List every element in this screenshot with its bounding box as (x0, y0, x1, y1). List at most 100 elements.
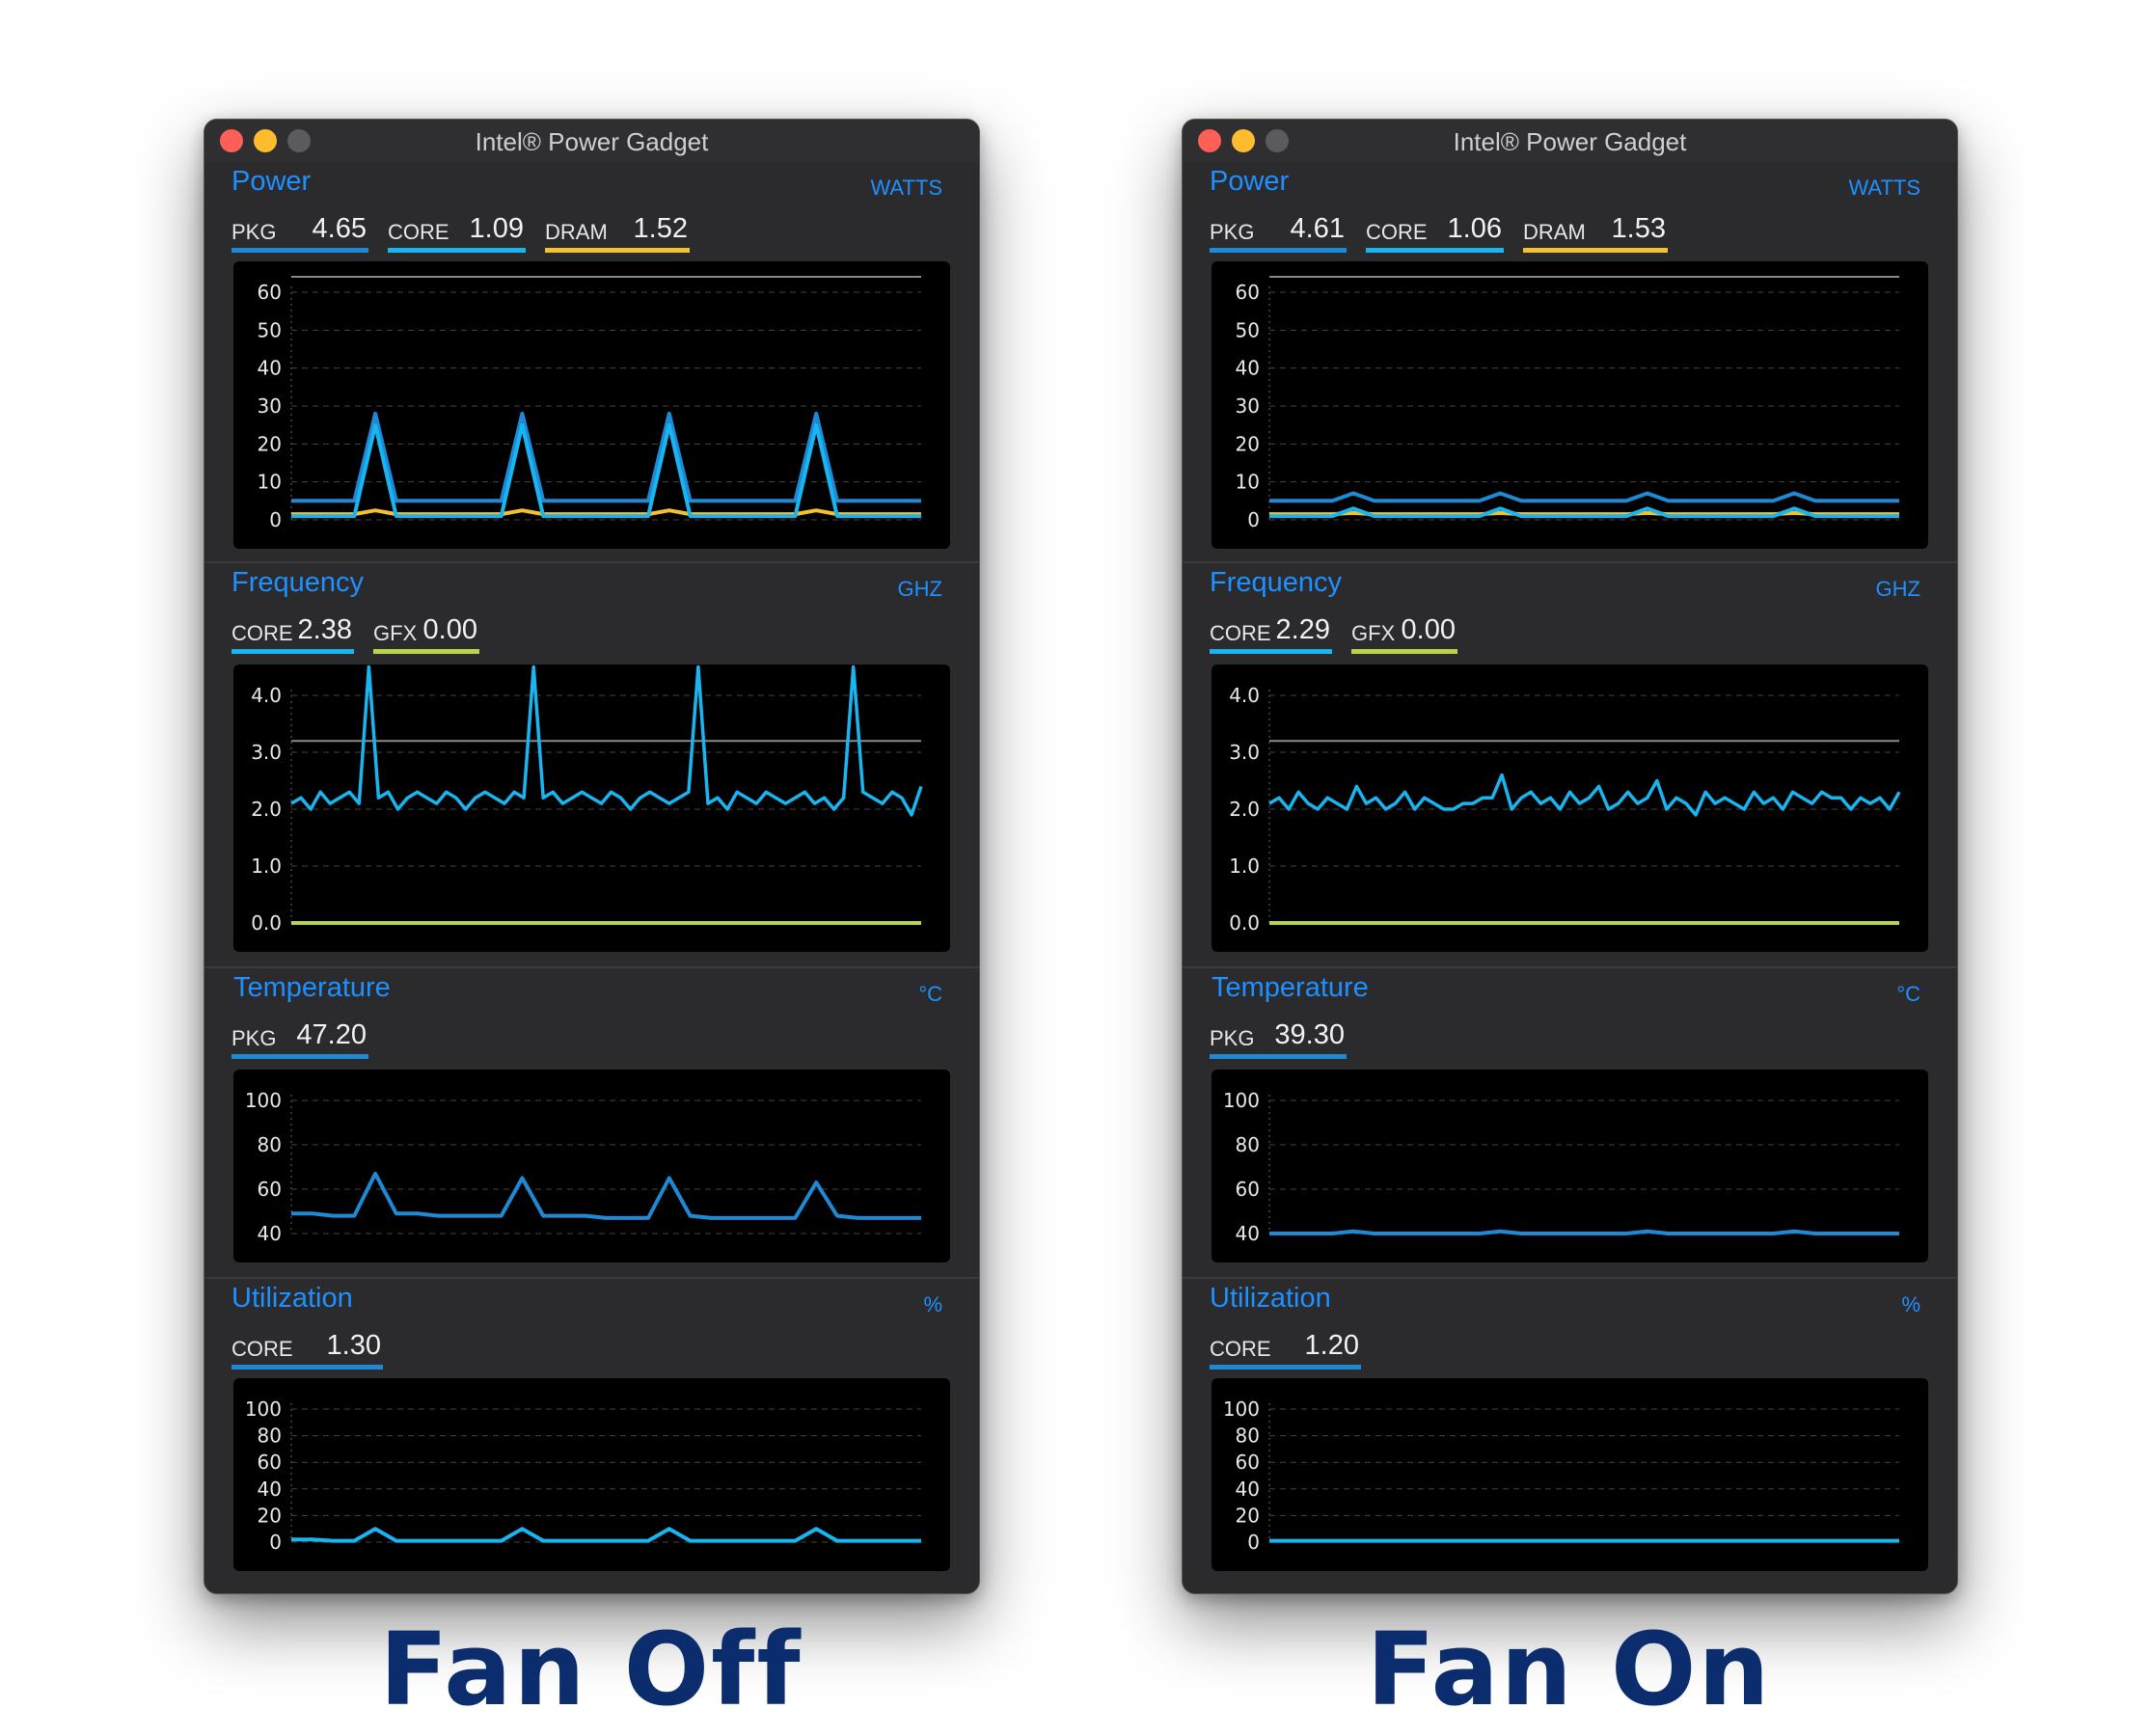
y-tick-label: 0 (269, 1531, 282, 1554)
chart-canvas: 100 80 60 40 (245, 1089, 921, 1245)
pkg-temperature-metric: PKG 39.30 (1210, 1017, 1347, 1059)
titlebar: Intel® Power Gadget (204, 120, 979, 162)
y-tick-label: 0.0 (251, 911, 282, 935)
y-tick-label: 3.0 (1229, 741, 1260, 764)
power-unit: WATTS (870, 176, 942, 200)
pkg-power-label: PKG (1210, 220, 1255, 244)
core-power-value: 1.09 (469, 213, 524, 244)
frequency-section: Frequency GHZ CORE 2.38 GFX 0.00 4.0 3.0 2… (204, 561, 979, 966)
y-tick-label: 60 (1236, 1178, 1260, 1201)
y-tick-label: 100 (245, 1397, 282, 1421)
pkg-temperature-value: 39.30 (1274, 1019, 1345, 1050)
core-utilization-label: CORE (231, 1337, 293, 1361)
power-graph: 60 50 40 30 20 10 0 (1212, 261, 1928, 549)
power-title: Power (231, 166, 312, 197)
pkg-power-label: PKG (231, 220, 277, 244)
y-tick-label: 40 (1236, 1478, 1260, 1501)
core-power-metric: CORE 1.06 (1366, 210, 1504, 253)
utilization-graph: 100 80 60 40 20 0 (1212, 1378, 1928, 1571)
frequency-graph: 4.0 3.0 2.0 1.0 0.0 (233, 665, 950, 952)
chart-canvas: 100 80 60 40 (1223, 1089, 1899, 1245)
series-core-line (1269, 506, 1899, 519)
zoom-button[interactable] (287, 129, 311, 152)
y-tick-label: 2.0 (251, 798, 282, 821)
gfx-frequency-label: GFX (1351, 621, 1396, 645)
temperature-section: Temperature °C PKG 47.20 100 80 60 40 (204, 966, 979, 1277)
power-gadget-window-fan-off: Intel® Power Gadget Power WATTS PKG 4.65… (204, 119, 980, 1594)
dram-power-metric: DRAM 1.53 (1523, 210, 1668, 253)
chart-canvas: 60 50 40 30 20 10 0 (258, 276, 921, 531)
dram-power-value: 1.52 (633, 213, 688, 244)
minimize-button[interactable] (254, 129, 277, 152)
core-frequency-metric: CORE 2.38 (231, 611, 354, 654)
utilization-unit: % (923, 1292, 942, 1316)
frequency-section: Frequency GHZ CORE 2.29 GFX 0.00 4.0 3.0 2… (1183, 561, 1957, 966)
frequency-title: Frequency (231, 567, 365, 598)
y-tick-label: 30 (258, 394, 282, 418)
y-tick-label: 20 (1236, 1504, 1260, 1527)
temperature-title: Temperature (233, 972, 391, 1003)
y-tick-label: 60 (1236, 1451, 1260, 1474)
y-tick-label: 40 (1236, 357, 1260, 380)
pkg-power-value: 4.61 (1290, 213, 1345, 244)
gfx-frequency-metric: GFX 0.00 (1351, 611, 1457, 654)
y-tick-label: 80 (258, 1424, 282, 1448)
dram-power-metric: DRAM 1.52 (545, 210, 690, 253)
series-pkg-line (291, 1171, 921, 1220)
y-tick-label: 40 (258, 1478, 282, 1501)
y-tick-label: 60 (258, 1178, 282, 1201)
core-utilization-metric: CORE 1.20 (1210, 1327, 1361, 1370)
frequency-unit: GHZ (1875, 577, 1920, 601)
pkg-temperature-metric: PKG 47.20 (231, 1017, 368, 1059)
caption-fan-off: Fan Off (379, 1611, 803, 1728)
close-button[interactable] (220, 129, 243, 152)
gfx-frequency-value: 0.00 (1401, 614, 1456, 645)
y-tick-label: 50 (258, 318, 282, 341)
zoom-button[interactable] (1266, 129, 1289, 152)
power-title: Power (1210, 166, 1290, 197)
pkg-temperature-label: PKG (231, 1026, 277, 1050)
utilization-unit: % (1901, 1292, 1920, 1316)
frequency-unit: GHZ (897, 577, 942, 601)
chart-canvas: 4.0 3.0 2.0 1.0 0.0 (1229, 684, 1901, 935)
core-frequency-label: CORE (1210, 621, 1271, 645)
y-tick-label: 4.0 (1229, 684, 1260, 707)
temperature-unit: °C (918, 982, 942, 1006)
series-core-line (291, 422, 921, 519)
y-tick-label: 10 (1236, 471, 1260, 494)
power-gadget-window-fan-on: Intel® Power Gadget Power WATTS PKG 4.61… (1182, 119, 1958, 1594)
core-power-value: 1.06 (1447, 213, 1502, 244)
gfx-frequency-metric: GFX 0.00 (373, 611, 479, 654)
dram-power-value: 1.53 (1611, 213, 1666, 244)
y-tick-label: 60 (258, 281, 282, 304)
power-section: Power WATTS PKG 4.65 CORE 1.09 DRAM 1.52… (204, 162, 979, 549)
y-tick-label: 100 (1223, 1397, 1260, 1421)
utilization-section: Utilization % CORE 1.30 100 80 60 40 20 0 (204, 1277, 979, 1593)
power-graph: 60 50 40 30 20 10 0 (233, 261, 950, 549)
series-core-line (290, 665, 923, 817)
core-utilization-metric: CORE 1.30 (231, 1327, 383, 1370)
utilization-section: Utilization % CORE 1.20 100 80 60 40 20 0 (1183, 1277, 1957, 1593)
y-tick-label: 3.0 (251, 741, 282, 764)
y-tick-label: 50 (1236, 318, 1260, 341)
chart-canvas: 60 50 40 30 20 10 0 (1236, 276, 1899, 531)
y-tick-label: 40 (258, 1222, 282, 1245)
series-core-line (291, 1527, 921, 1543)
gfx-frequency-label: GFX (373, 621, 418, 645)
power-section: Power WATTS PKG 4.61 CORE 1.06 DRAM 1.53… (1183, 162, 1957, 549)
series-core-line (1268, 773, 1901, 817)
titlebar: Intel® Power Gadget (1183, 120, 1957, 162)
y-tick-label: 20 (258, 1504, 282, 1527)
core-frequency-metric: CORE 2.29 (1210, 611, 1332, 654)
pkg-power-metric: PKG 4.65 (231, 210, 368, 253)
y-tick-label: 30 (1236, 394, 1260, 418)
dram-power-label: DRAM (1523, 220, 1586, 244)
y-tick-label: 0 (1247, 1531, 1260, 1554)
minimize-button[interactable] (1232, 129, 1255, 152)
core-power-metric: CORE 1.09 (388, 210, 526, 253)
y-tick-label: 4.0 (251, 684, 282, 707)
y-tick-label: 20 (258, 432, 282, 455)
close-button[interactable] (1198, 129, 1221, 152)
chart-canvas: 100 80 60 40 20 0 (245, 1397, 921, 1554)
utilization-graph: 100 80 60 40 20 0 (233, 1378, 950, 1571)
